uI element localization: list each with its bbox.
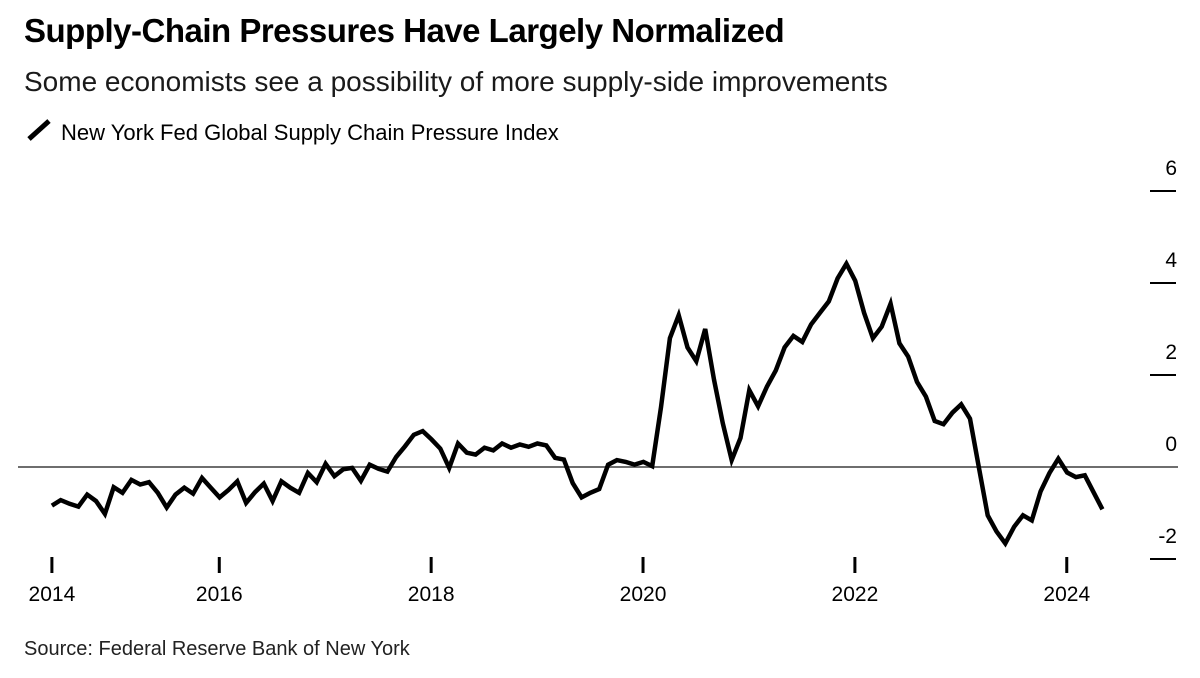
legend: New York Fed Global Supply Chain Pressur… [26,118,559,147]
y-axis-label: 2 [1165,341,1177,364]
x-axis-label: 2020 [620,583,667,606]
x-axis-label: 2022 [832,583,879,606]
chart-title: Supply-Chain Pressures Have Largely Norm… [24,12,785,49]
legend-series-label: New York Fed Global Supply Chain Pressur… [61,119,559,145]
x-axis-label: 2018 [408,583,455,606]
y-axis-label: -2 [1158,525,1177,548]
source-attribution: Source: Federal Reserve Bank of New York [24,638,410,660]
x-axis-label: 2014 [29,583,76,606]
y-axis-label: 4 [1165,249,1177,272]
chart-subtitle: Some economists see a possibility of mor… [24,66,888,97]
gscpi-data-line [50,259,1105,548]
x-axis-label: 2024 [1043,583,1090,606]
y-axis-label: 0 [1165,433,1177,456]
y-axis-label: 6 [1165,157,1177,180]
slash-series-marker-icon [26,118,52,147]
x-axis-label: 2016 [196,583,243,606]
